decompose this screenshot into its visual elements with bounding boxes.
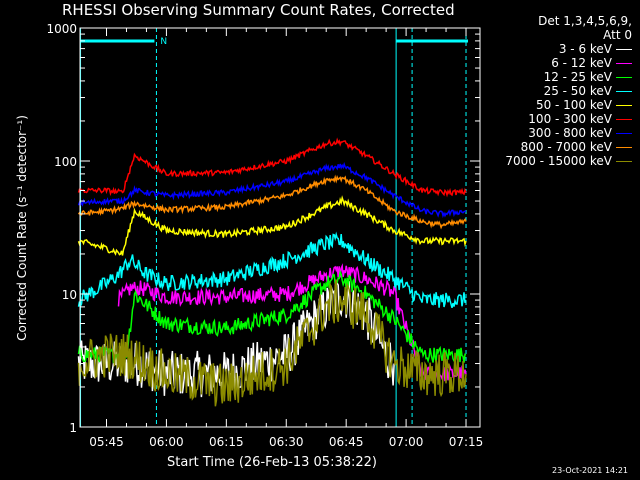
timestamp: 23-Oct-2021 14:21 xyxy=(552,466,628,475)
legend-label: 50 - 100 keV xyxy=(535,98,612,112)
legend-swatch xyxy=(616,118,632,120)
x-tick-label-6: 07:15 xyxy=(449,435,484,449)
legend-item: 12 - 25 keV xyxy=(484,70,632,84)
legend-item: 300 - 800 keV xyxy=(484,126,632,140)
legend-label: 3 - 6 keV xyxy=(558,42,612,56)
legend-item: 3 - 6 keV xyxy=(484,42,632,56)
series-line-300-800-kev xyxy=(77,162,467,219)
legend-swatch xyxy=(616,62,632,64)
x-axis-label: Start Time (26-Feb-13 05:38:22) xyxy=(167,455,377,470)
y-axis-label: Corrected Count Rate (s⁻¹ detector⁻¹) xyxy=(15,115,29,341)
series-lines xyxy=(77,137,467,407)
legend-title-line1: Det 1,3,4,5,6,9, xyxy=(538,14,632,28)
series-line-7000-15000-kev xyxy=(77,279,467,407)
legend-swatch xyxy=(616,104,632,106)
legend-swatch xyxy=(616,132,632,134)
legend-swatch xyxy=(616,146,632,148)
legend-item: 25 - 50 keV xyxy=(484,84,632,98)
legend-item: 7000 - 15000 keV xyxy=(484,154,632,168)
axis-ticks: 05:45 06:00 06:15 06:30 06:45 07:00 07:15 1 10 10… xyxy=(46,22,483,449)
x-tick-label-0: 05:45 xyxy=(89,435,124,449)
y-tick-label-2: 100 xyxy=(54,155,77,169)
x-tick-label-3: 06:30 xyxy=(269,435,304,449)
plot-frame xyxy=(79,27,481,428)
x-tick-label-5: 07:00 xyxy=(389,435,424,449)
series-line-12-25-kev xyxy=(77,269,467,364)
legend-label: 25 - 50 keV xyxy=(543,84,612,98)
legend-swatch xyxy=(616,90,632,92)
series-line-100-300-kev xyxy=(77,137,467,198)
legend-label: 6 - 12 keV xyxy=(551,56,612,70)
legend-swatch xyxy=(616,76,632,78)
chart-title: RHESSI Observing Summary Count Rates, Co… xyxy=(62,1,455,19)
legend-label: 7000 - 15000 keV xyxy=(505,154,612,168)
annotations: N xyxy=(80,28,469,427)
legend-label: 12 - 25 keV xyxy=(543,70,612,84)
legend-label: 300 - 800 keV xyxy=(528,126,612,140)
x-tick-label-4: 06:45 xyxy=(329,435,364,449)
legend-item: 800 - 7000 keV xyxy=(484,140,632,154)
x-tick-label-1: 06:00 xyxy=(149,435,184,449)
series-line-800-7000-kev xyxy=(77,174,467,230)
series-line-50-100-kev xyxy=(77,195,467,256)
legend-swatch xyxy=(616,160,632,162)
legend: Det 1,3,4,5,6,9, Att 0 3 - 6 keV 6 - 12 k… xyxy=(484,14,632,168)
y-tick-label-0: 1 xyxy=(69,421,77,435)
y-tick-label-1: 10 xyxy=(62,288,77,302)
legend-swatch xyxy=(616,48,632,50)
bar-label-7: N xyxy=(160,37,167,47)
legend-item: 6 - 12 keV xyxy=(484,56,632,70)
legend-title-line2: Att 0 xyxy=(603,28,632,42)
y-tick-label-3: 1000 xyxy=(46,22,77,36)
legend-label: 800 - 7000 keV xyxy=(520,140,612,154)
legend-item: 100 - 300 keV xyxy=(484,112,632,126)
legend-item: 50 - 100 keV xyxy=(484,98,632,112)
x-tick-label-2: 06:15 xyxy=(209,435,244,449)
legend-label: 100 - 300 keV xyxy=(528,112,612,126)
series-line-25-50-kev xyxy=(77,231,467,308)
